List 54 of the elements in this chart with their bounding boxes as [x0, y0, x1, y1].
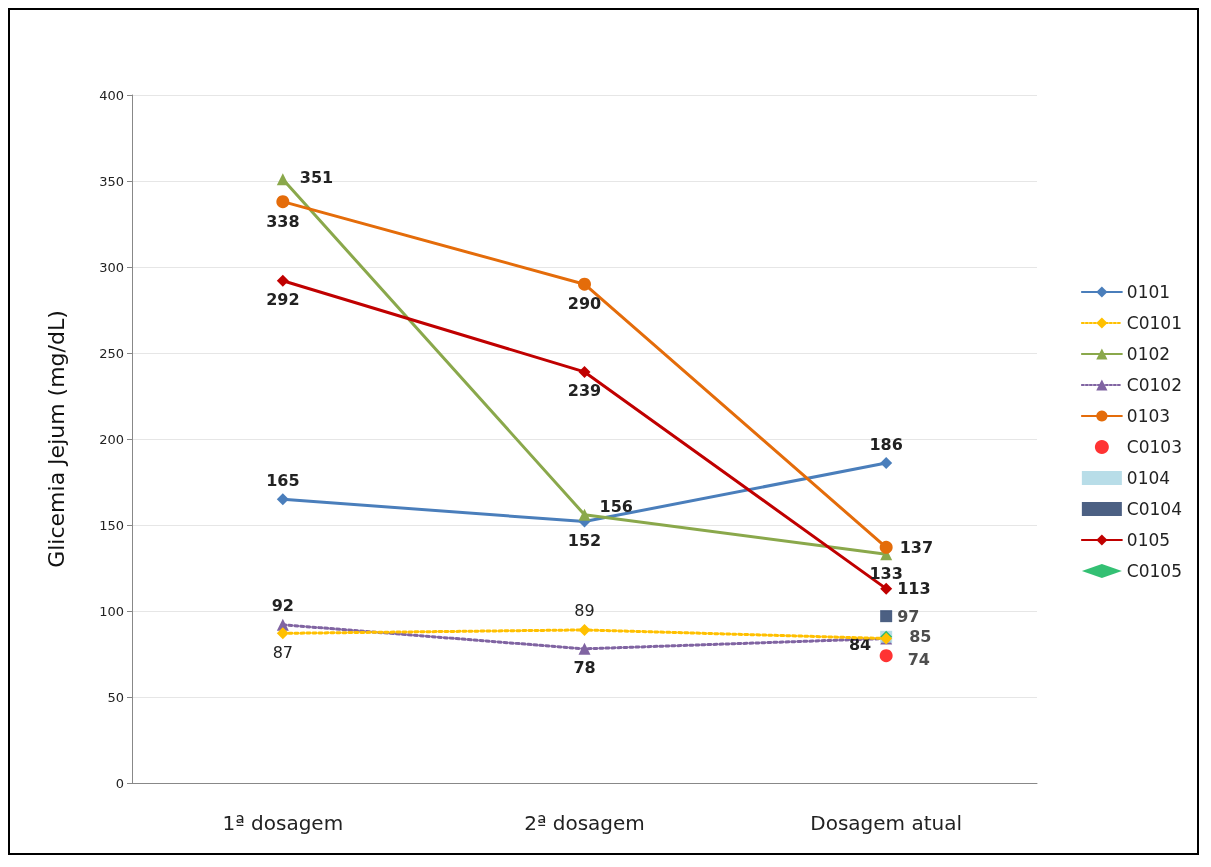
legend-label: 0101 — [1126, 282, 1171, 302]
data-label: 156 — [599, 497, 633, 517]
y-tick-label: 400 — [99, 87, 124, 103]
legend-label: C0105 — [1126, 561, 1183, 581]
point — [880, 610, 893, 623]
point — [578, 365, 591, 378]
data-label: 239 — [567, 381, 602, 401]
point — [578, 508, 591, 521]
data-label: 351 — [299, 167, 334, 187]
legend-label: 0105 — [1126, 530, 1171, 550]
data-label: 78 — [573, 658, 596, 678]
data-label: 338 — [266, 211, 300, 231]
y-tick-label: 350 — [99, 173, 124, 189]
point — [578, 277, 591, 291]
data-label: 89 — [574, 601, 595, 621]
data-label: 97 — [897, 606, 920, 626]
point — [880, 582, 893, 595]
y-tick-label: 200 — [99, 431, 124, 447]
y-tick-label: 100 — [99, 603, 124, 619]
point — [880, 457, 893, 470]
data-label: 92 — [271, 596, 294, 616]
legend-label: C0102 — [1126, 375, 1183, 395]
x-tick-label: Dosagem atual — [810, 811, 963, 835]
x-tick-label: 1ª dosagem — [222, 811, 344, 835]
data-label: 137 — [899, 537, 934, 557]
legend-label: 0102 — [1126, 344, 1171, 364]
legend-label: C0103 — [1126, 437, 1183, 457]
y-tick-label: 300 — [99, 259, 124, 275]
data-label: 84 — [848, 635, 872, 655]
data-label: 186 — [869, 434, 903, 454]
data-label: 152 — [567, 531, 602, 551]
point — [578, 623, 591, 636]
point — [276, 173, 289, 186]
x-tick-label: 2ª dosagem — [524, 811, 645, 835]
data-label: 85 — [909, 627, 932, 647]
data-label: 292 — [266, 290, 300, 310]
point — [879, 649, 893, 663]
y-axis-title: Glicemia Jejum (mg/dL) — [43, 310, 69, 568]
y-tick-label: 150 — [99, 517, 124, 533]
data-label: 165 — [266, 470, 300, 490]
data-label: 290 — [567, 294, 602, 314]
legend-label: 0103 — [1126, 406, 1171, 426]
data-label: 74 — [907, 650, 930, 670]
y-tick-label: 0 — [115, 775, 124, 791]
legend-label: 0104 — [1126, 468, 1171, 488]
point — [276, 493, 289, 506]
legend-label: C0101 — [1126, 313, 1183, 333]
data-label: 87 — [272, 642, 294, 662]
point — [879, 540, 893, 554]
point — [276, 195, 290, 209]
y-tick-label: 250 — [99, 345, 124, 361]
y-tick-label: 50 — [107, 689, 124, 705]
legend-label: C0104 — [1126, 499, 1183, 519]
point — [276, 274, 289, 287]
